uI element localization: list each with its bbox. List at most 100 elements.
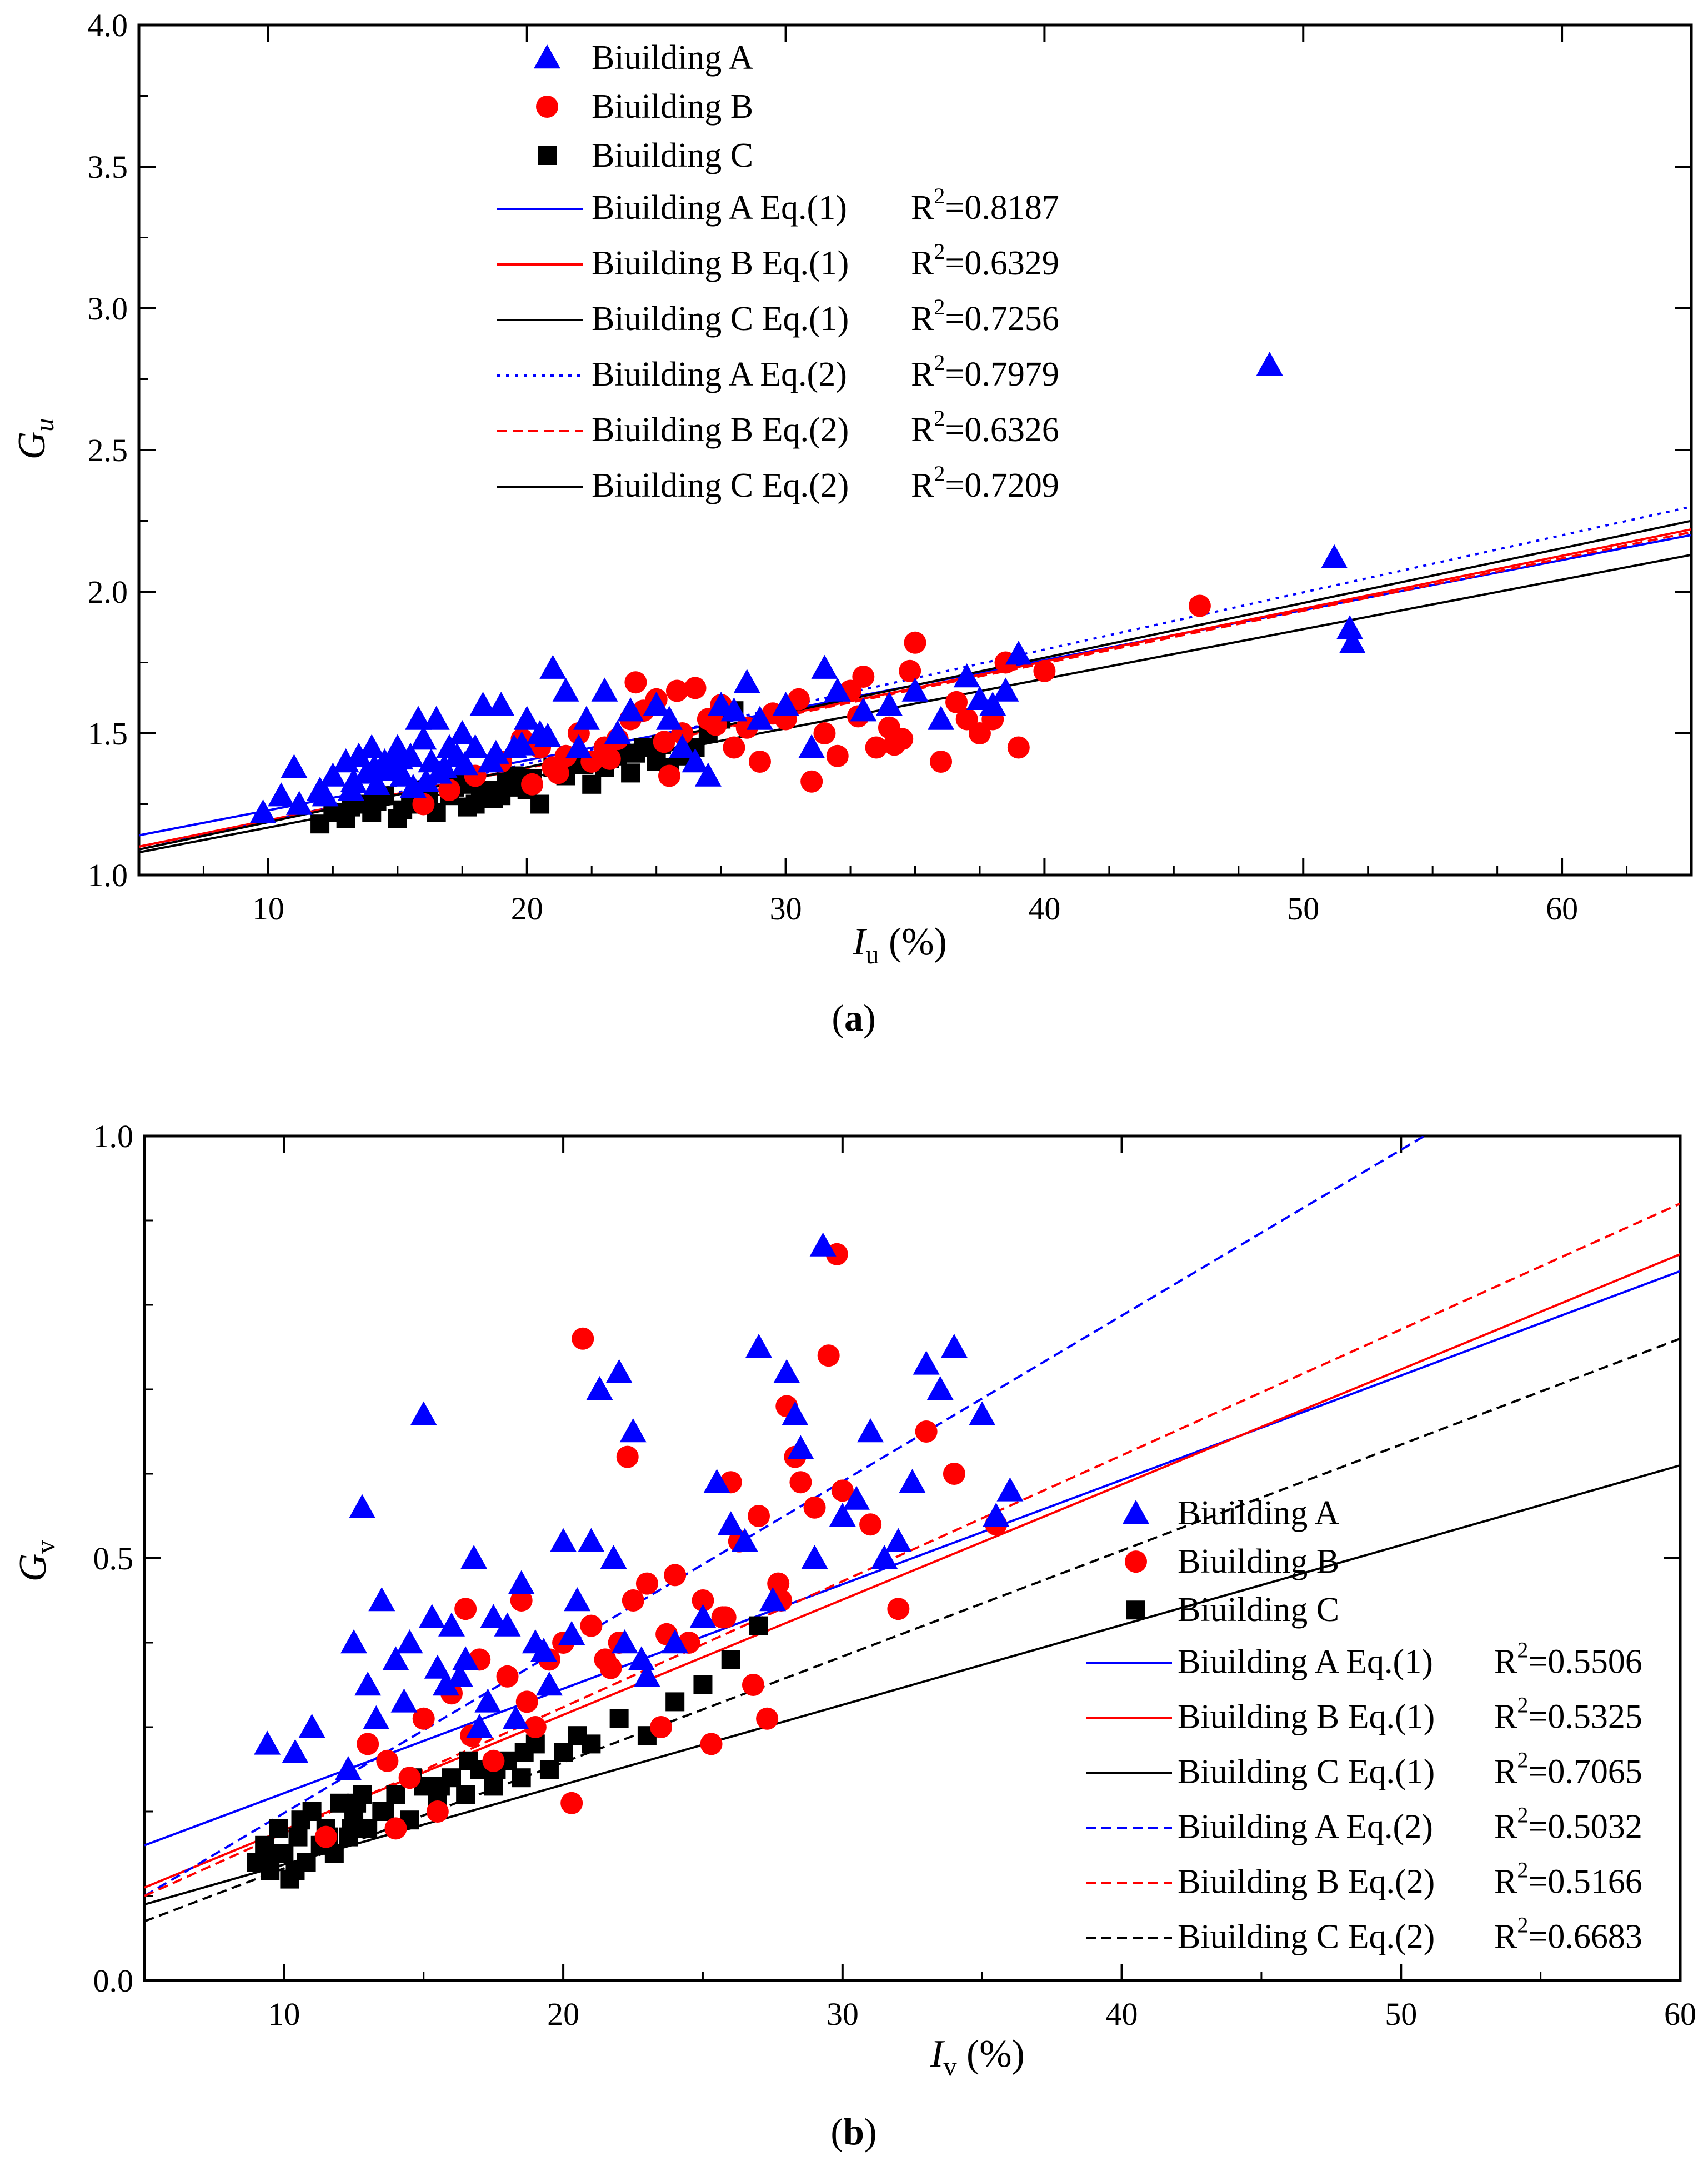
legend-r2-b-2: R2=0.7065 [1494, 1747, 1642, 1790]
data-point-b-circle [887, 1598, 910, 1620]
data-point-b-triangle [787, 1435, 814, 1459]
x-axis-subscript-a: u [865, 940, 879, 969]
data-point-b-square [665, 1692, 685, 1712]
x-tick-label-b: 60 [1664, 1996, 1696, 2032]
data-point-b-triangle [564, 1587, 591, 1612]
panel-caption-letter-a: a [844, 997, 863, 1039]
data-point-b-circle [580, 1614, 603, 1637]
data-point-b-circle [426, 1800, 449, 1823]
panel-a: 10 20 30 40 50 60 1.0 1.5 2.0 2.5 3.0 3.5 4.0 Biuild… [11, 7, 1693, 1039]
data-point-b-square [263, 1844, 283, 1863]
data-point-a-triangle [319, 762, 347, 787]
y-tick-label-b: 0.5 [93, 1540, 134, 1577]
legend-r2-a-1: R2=0.6329 [911, 239, 1059, 282]
data-point-a-triangle [249, 799, 277, 823]
data-point-a-triangle [268, 782, 295, 807]
data-point-b-triangle [550, 1528, 577, 1552]
data-point-b-square [330, 1793, 349, 1813]
data-point-b-triangle [363, 1705, 390, 1729]
data-point-b-triangle [717, 1511, 744, 1535]
legend-r2-b-1: R2=0.5325 [1494, 1692, 1642, 1735]
data-point-b-triangle [508, 1570, 535, 1594]
legend-label-a-2: Biuilding C [592, 137, 753, 174]
data-point-b-triangle [447, 1663, 474, 1687]
data-point-b-triangle [703, 1469, 730, 1493]
data-point-a-triangle [1336, 615, 1364, 639]
data-point-b-circle [376, 1749, 399, 1772]
data-point-a-circle [438, 779, 460, 801]
data-point-b-triangle [940, 1334, 968, 1358]
data-point-a-circle [930, 751, 953, 773]
data-point-b-square [285, 1861, 305, 1880]
data-point-b-triangle [731, 1528, 758, 1552]
legend-fit-label-b-3: Biuilding A Eq.(2) [1178, 1808, 1433, 1845]
legend-b: Biuilding A Biuilding B Biuilding C Biuildi… [1086, 1494, 1642, 1955]
data-point-b-circle [510, 1589, 533, 1612]
data-point-b-triangle [586, 1376, 613, 1400]
data-point-b-circle [742, 1674, 764, 1696]
data-point-a-circle [598, 747, 621, 770]
data-point-a-triangle [384, 734, 411, 758]
data-point-b-triangle [611, 1629, 638, 1654]
data-point-a-circle [658, 764, 680, 787]
data-point-b-square [456, 1785, 475, 1804]
data-point-a-triangle [669, 734, 696, 758]
data-point-b-triangle [662, 1629, 689, 1654]
data-point-b-triangle [558, 1620, 585, 1645]
data-point-b-circle [524, 1716, 547, 1738]
data-point-a-square [582, 774, 602, 794]
legend-fit-label-b-2: Biuilding C Eq.(1) [1178, 1753, 1435, 1790]
data-point-b-square [512, 1768, 531, 1788]
data-point-a-circle [704, 713, 727, 736]
legend-r2-b-5: R2=0.6683 [1494, 1912, 1642, 1955]
x-axis-unit-b: (%) [956, 2033, 1024, 2075]
data-point-a-triangle [733, 669, 760, 693]
legend-fit-label-b-5: Biuilding C Eq.(2) [1178, 1918, 1435, 1955]
data-point-b-triangle [334, 1756, 362, 1780]
data-point-b-triangle [926, 1376, 954, 1400]
legend-fit-label-a-2: Biuilding C Eq.(1) [592, 300, 849, 338]
data-point-a-triangle [462, 734, 489, 758]
data-point-b-triangle [396, 1629, 423, 1654]
data-point-b-triangle [969, 1401, 996, 1425]
data-point-b-triangle [829, 1503, 856, 1527]
data-point-b-triangle [368, 1587, 395, 1612]
data-point-a-triangle [345, 742, 372, 767]
y-axis-subscript-b: v [31, 1540, 61, 1554]
data-point-b-circle [560, 1792, 583, 1814]
data-point-a-circle [547, 762, 569, 784]
data-point-a-circle [1007, 736, 1030, 759]
y-tick-label-a: 2.0 [88, 574, 128, 610]
data-point-b-square [514, 1743, 534, 1762]
y-tick-label-b: 1.0 [93, 1118, 134, 1154]
data-point-b-triangle [438, 1612, 465, 1637]
data-point-a-triangle [604, 720, 631, 744]
data-point-b-triangle [432, 1672, 459, 1696]
data-point-b-triangle [502, 1705, 529, 1729]
data-point-a-circle [521, 773, 544, 796]
data-point-a-triangle [643, 692, 670, 716]
scatter-points-a [249, 352, 1366, 834]
x-tick-label-a: 60 [1546, 891, 1578, 927]
data-point-a-square [621, 763, 640, 783]
data-point-a-circle [955, 708, 978, 731]
data-point-b-triangle [390, 1688, 418, 1713]
data-point-b-triangle [460, 1545, 488, 1569]
legend-label-b-0: Biuilding A [1178, 1494, 1339, 1532]
data-point-b-triangle [410, 1401, 437, 1425]
ticks-a: 10 20 30 40 50 60 1.0 1.5 2.0 2.5 3.0 3.5 4.0 [88, 7, 1692, 927]
legend-r2-a-3: R2=0.7979 [911, 350, 1059, 393]
data-point-a-circle [749, 751, 771, 773]
y-tick-label-a: 1.5 [88, 716, 128, 752]
data-point-b-square [484, 1777, 503, 1796]
legend-label-b-1: Biuilding B [1178, 1543, 1339, 1580]
data-point-b-circle [398, 1767, 421, 1789]
data-point-b-triangle [913, 1350, 940, 1375]
data-point-b-square [721, 1650, 740, 1669]
data-point-a-triangle [488, 692, 515, 716]
data-point-b-square [347, 1793, 367, 1813]
x-tick-label-b: 20 [547, 1996, 579, 2032]
data-point-b-circle [454, 1598, 477, 1620]
data-point-b-triangle [809, 1232, 837, 1257]
